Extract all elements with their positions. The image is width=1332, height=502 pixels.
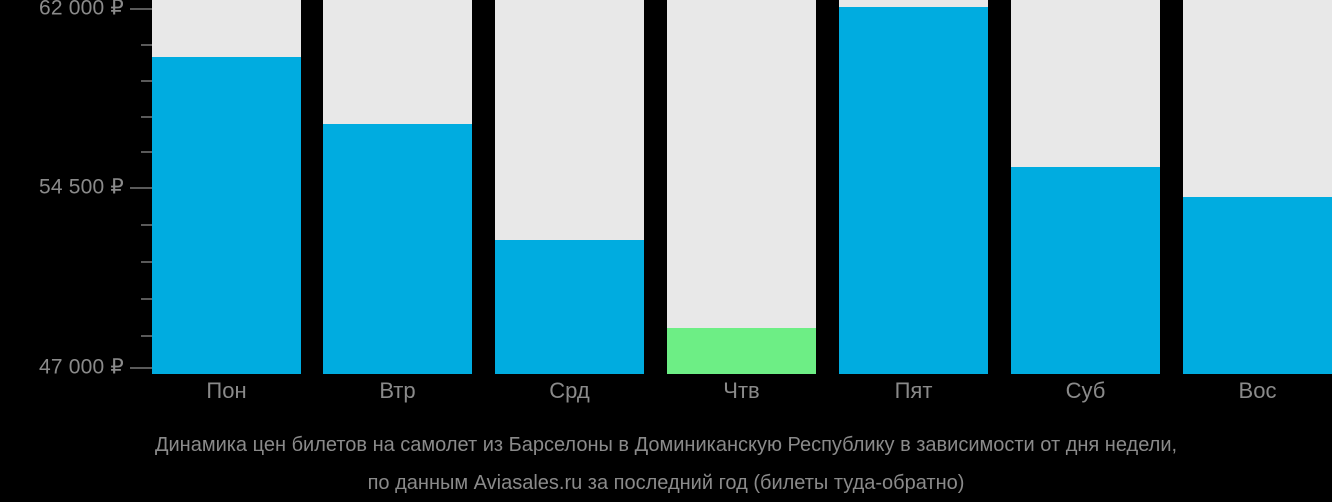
y-axis-tick-label: 54 500 ₽ [38, 175, 124, 199]
y-axis-minor-tick [141, 335, 152, 337]
y-axis-minor-tick [141, 298, 152, 300]
y-axis-minor-tick [141, 261, 152, 263]
bar-срд[interactable] [495, 0, 644, 374]
bar-чтв[interactable] [667, 0, 816, 374]
caption-line-1: Динамика цен билетов на самолет из Барсе… [154, 434, 1178, 456]
x-axis-label-втр: Втр [379, 378, 416, 403]
x-axis-labels: Пон Втр Срд Чтв Пят Суб Вос [152, 378, 1332, 418]
x-axis-label-пон: Пон [206, 378, 247, 403]
caption-line-2: по данным Aviasales.ru за последний год … [367, 472, 965, 494]
y-axis-major-tick [130, 8, 152, 10]
bar-пон[interactable] [152, 0, 301, 374]
bar-track [667, 0, 816, 374]
y-axis-major-tick [130, 187, 152, 189]
bar-fill [1183, 197, 1332, 374]
bar-вос[interactable] [1183, 0, 1332, 374]
bar-fill [323, 124, 472, 374]
x-axis-label-срд: Срд [549, 378, 590, 403]
y-axis-minor-tick [141, 44, 152, 46]
y-axis: 62 000 ₽ 54 500 ₽ 47 000 ₽ [0, 0, 152, 380]
bar-суб[interactable] [1011, 0, 1160, 374]
bar-fill [495, 240, 644, 374]
y-axis-tick-label: 62 000 ₽ [38, 0, 124, 20]
bar-fill [839, 7, 988, 374]
y-axis-tick-label: 47 000 ₽ [38, 355, 124, 379]
plot-area [152, 0, 1332, 374]
bar-втр[interactable] [323, 0, 472, 374]
bar-fill [152, 57, 301, 374]
x-axis-label-чтв: Чтв [723, 378, 760, 403]
x-axis-label-суб: Суб [1065, 378, 1106, 403]
y-axis-major-tick [130, 367, 152, 369]
bar-пят[interactable] [839, 0, 988, 374]
y-axis-minor-tick [141, 80, 152, 82]
bar-fill-cheapest [667, 328, 816, 374]
y-axis-minor-tick [141, 116, 152, 118]
x-axis-label-пят: Пят [894, 378, 933, 403]
chart-caption: Динамика цен билетов на самолет из Барсе… [0, 426, 1332, 502]
bar-fill [1011, 167, 1160, 374]
y-axis-minor-tick [141, 224, 152, 226]
y-axis-minor-tick [141, 151, 152, 153]
x-axis-label-вос: Вос [1238, 378, 1277, 403]
